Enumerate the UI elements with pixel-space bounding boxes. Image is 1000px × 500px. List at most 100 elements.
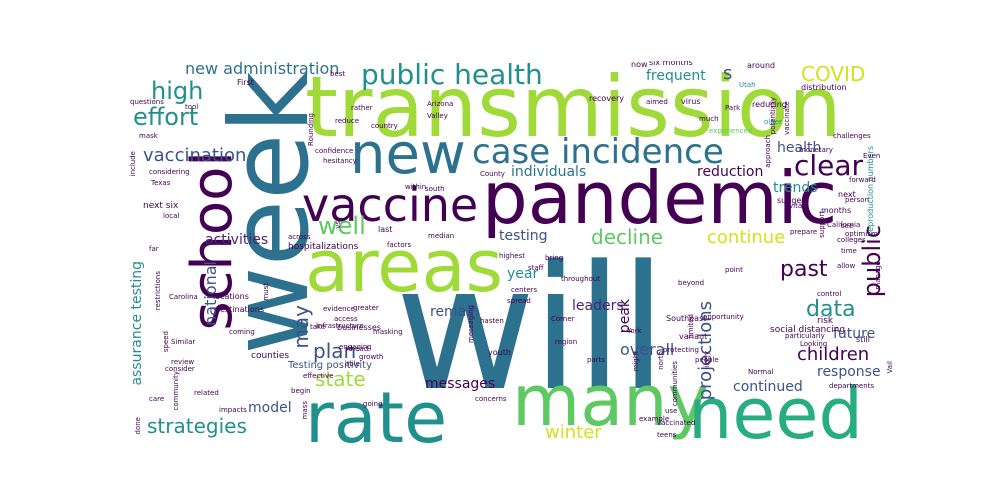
cloud-word: decline (591, 225, 664, 249)
cloud-word: beyond (678, 279, 705, 287)
cloud-word: see (841, 222, 854, 230)
cloud-word: vital (789, 202, 805, 210)
cloud-word: state (315, 367, 366, 391)
cloud-word: Park (725, 104, 741, 112)
cloud-word: older (764, 118, 782, 126)
cloud-word: time (841, 247, 857, 255)
cloud-word: best (330, 70, 346, 78)
cloud-word: consider (165, 365, 195, 373)
cloud-word: leaders (572, 298, 624, 314)
cloud-word: infrastructure (316, 322, 364, 330)
cloud-word: median (428, 232, 455, 240)
cloud-word: testing (499, 228, 548, 244)
cloud-word: take (310, 323, 326, 331)
cloud-word: high (151, 77, 204, 105)
cloud-word: questions (130, 98, 164, 106)
cloud-word: include (129, 151, 137, 177)
cloud-word: communities (671, 361, 679, 407)
cloud-word: data (806, 297, 856, 322)
cloud-word: many (512, 360, 709, 442)
cloud-word: new (350, 122, 466, 187)
cloud-word: aimed (646, 98, 668, 106)
cloud-word: vaccine (302, 178, 479, 232)
cloud-word: potentially (769, 97, 777, 135)
cloud-word: centers (511, 286, 538, 294)
cloud-word: growth (359, 353, 384, 361)
cloud-word: staff (528, 264, 544, 272)
cloud-word: greater (353, 304, 379, 312)
cloud-word: still (856, 335, 870, 344)
cloud-word: Corner (551, 315, 575, 323)
cloud-word: use (665, 407, 678, 415)
cloud-word: now (631, 61, 648, 69)
cloud-word: hesitancy (323, 157, 357, 165)
cloud-word: departments (829, 382, 875, 390)
cloud-word: Vail (886, 361, 894, 374)
cloud-word: will (395, 228, 667, 429)
cloud-word: begin (291, 387, 311, 395)
cloud-word: year (507, 266, 539, 282)
cloud-word: limited (687, 314, 695, 339)
cloud-word: region (555, 338, 578, 346)
cloud-word: locations (213, 292, 249, 301)
cloud-word: colleges (837, 236, 866, 244)
cloud-word: areas (305, 224, 504, 308)
cloud-word: clear (794, 149, 864, 182)
cloud-word: transmission (305, 61, 842, 156)
cloud-word: six months (649, 61, 693, 67)
cloud-word: access (334, 315, 358, 323)
cloud-word: going (363, 400, 383, 408)
cloud-word: Carolina (169, 293, 198, 301)
cloud-word: reduction (697, 164, 764, 180)
cloud-word: teens (657, 431, 677, 439)
cloud-word: Valley (427, 112, 448, 120)
cloud-word: Even (863, 152, 881, 160)
cloud-word: Normal (748, 368, 774, 376)
cloud-word: mass (301, 401, 309, 420)
cloud-word: concerns (475, 395, 507, 403)
cloud-word: support (818, 211, 826, 238)
cloud-word: parts (587, 356, 606, 364)
cloud-word: continued (733, 379, 803, 395)
cloud-word: example (639, 415, 670, 423)
cloud-word: trends (773, 180, 818, 196)
cloud-word: months (821, 206, 852, 215)
cloud-word: need (688, 373, 863, 448)
cloud-word: able (345, 360, 360, 368)
cloud-word: allow (837, 262, 856, 270)
cloud-word: point (725, 266, 743, 274)
cloud-word: response (817, 364, 881, 380)
cloud-word: reduce (335, 117, 360, 125)
cloud-word: within (405, 183, 427, 191)
cloud-word: much (699, 115, 719, 123)
cloud-word: First (237, 78, 254, 87)
cloud-word: highest (499, 252, 525, 260)
cloud-word: next (838, 190, 856, 199)
cloud-word: likely (703, 351, 711, 370)
cloud-word: s (723, 63, 733, 84)
cloud-word: California (827, 221, 861, 229)
cloud-word: vaccination (143, 145, 247, 166)
cloud-word: distribution (801, 83, 847, 92)
cloud-word: recovery (589, 94, 625, 103)
cloud-word: individuals (511, 164, 587, 180)
cloud-word: hasten (480, 317, 504, 325)
cloud-word: Looking (800, 340, 828, 348)
cloud-word: plan (313, 339, 357, 363)
cloud-word: masking (373, 328, 403, 336)
cloud-word: bring (545, 254, 564, 262)
cloud-word: confidence (315, 147, 354, 155)
cloud-word: prepare (790, 228, 818, 236)
cloud-word: pandemic (482, 156, 838, 240)
cloud-word: vs (334, 221, 342, 229)
cloud-word: virus (681, 97, 701, 106)
cloud-word: done (134, 417, 142, 435)
cloud-word: care (149, 395, 165, 403)
cloud-word: related (194, 389, 219, 397)
cloud-word: north (657, 351, 665, 370)
cloud-word: speed (162, 331, 170, 353)
cloud-word: forward (849, 176, 876, 184)
cloud-word: Testing positivity (288, 360, 373, 371)
cloud-word: community (172, 371, 180, 411)
cloud-word: particularly (785, 332, 825, 340)
